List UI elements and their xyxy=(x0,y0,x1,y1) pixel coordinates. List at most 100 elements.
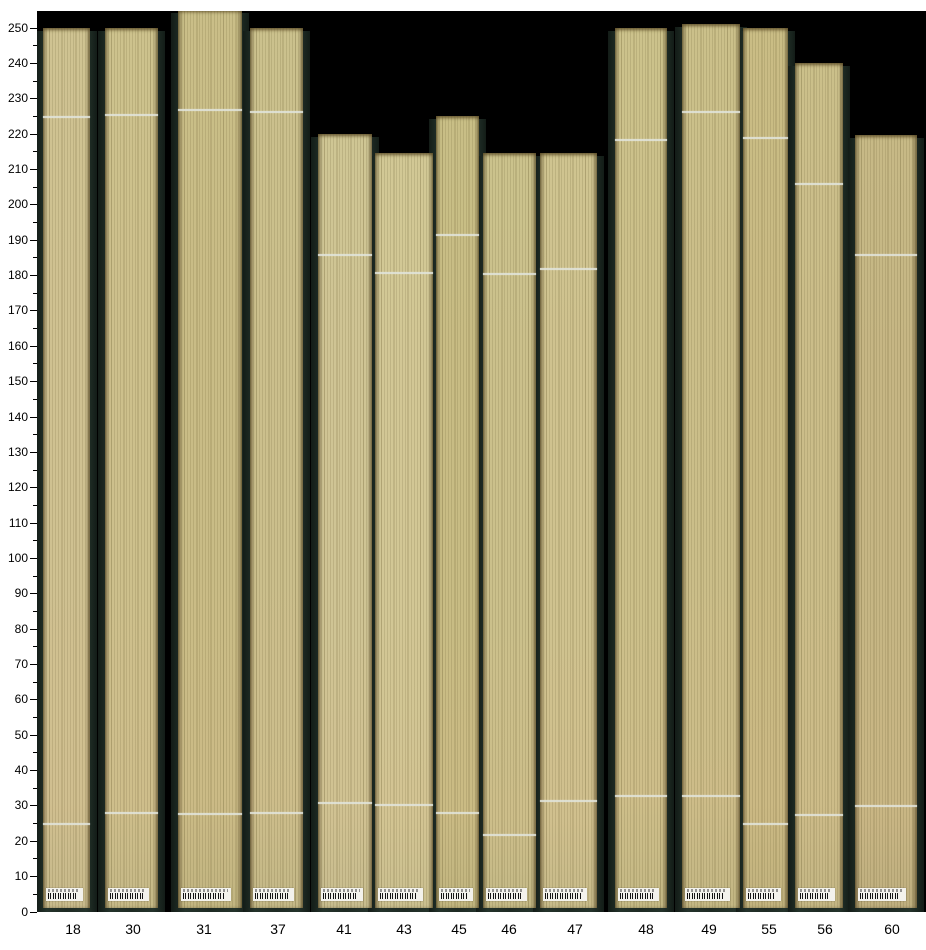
y-axis-major-tick xyxy=(30,911,37,913)
y-axis-major-tick xyxy=(30,204,37,206)
x-axis-label-60: 60 xyxy=(884,921,900,937)
y-axis-minor-tick xyxy=(33,45,37,47)
y-axis-minor-tick xyxy=(33,752,37,754)
chalk-line xyxy=(105,812,158,815)
plank-30 xyxy=(105,27,158,908)
plank-47 xyxy=(540,153,597,908)
y-axis-minor-tick xyxy=(33,186,37,188)
y-axis-minor-tick xyxy=(33,151,37,153)
y-axis-major-tick xyxy=(30,345,37,347)
y-axis-tick-label: 60 xyxy=(14,692,28,707)
y-axis-major-tick xyxy=(30,416,37,418)
y-axis-minor-tick xyxy=(33,610,37,612)
y-axis-minor-tick xyxy=(33,398,37,400)
y-axis-tick-label: 210 xyxy=(7,162,28,177)
x-axis-label-46: 46 xyxy=(501,921,517,937)
chalk-line xyxy=(615,794,667,797)
barcode-label xyxy=(798,887,835,901)
chalk-line xyxy=(743,823,788,826)
barcode-label xyxy=(746,887,781,901)
x-axis-label-55: 55 xyxy=(761,921,777,937)
y-axis-minor-tick xyxy=(33,434,37,436)
y-axis-minor-tick xyxy=(33,575,37,577)
y-axis-major-tick xyxy=(30,62,37,64)
y-axis-minor-tick xyxy=(33,115,37,117)
x-axis-label-30: 30 xyxy=(125,921,141,937)
plank-56 xyxy=(795,62,843,908)
chalk-line xyxy=(43,823,90,826)
wood-grain-texture xyxy=(43,27,90,908)
plank-45 xyxy=(436,115,479,908)
chalk-line xyxy=(375,803,433,806)
chalk-line xyxy=(250,110,303,113)
barcode-label xyxy=(486,887,527,901)
chalk-line xyxy=(436,234,479,237)
chalk-line xyxy=(250,812,303,815)
barcode-label xyxy=(439,887,473,901)
wood-grain-texture xyxy=(436,115,479,908)
y-axis-minor-tick xyxy=(33,717,37,719)
barcode-label xyxy=(253,887,294,901)
chalk-line xyxy=(483,833,536,836)
chalk-line xyxy=(855,805,917,808)
y-axis-minor-tick xyxy=(33,787,37,789)
y-axis-major-tick xyxy=(30,734,37,736)
y-axis-tick-label: 230 xyxy=(7,91,28,106)
barcode-label xyxy=(378,887,423,901)
x-axis-label-31: 31 xyxy=(196,921,212,937)
y-axis-major-tick xyxy=(30,593,37,595)
y-axis-minor-tick xyxy=(33,504,37,506)
chalk-line xyxy=(178,108,242,111)
wood-grain-texture xyxy=(250,27,303,908)
y-axis-tick-label: 100 xyxy=(7,550,28,565)
y-axis-major-tick xyxy=(30,133,37,135)
y-axis-major-tick xyxy=(30,169,37,171)
y-axis-tick-label: 170 xyxy=(7,303,28,318)
wood-grain-texture xyxy=(483,153,536,908)
y-axis-minor-tick xyxy=(33,292,37,294)
y-axis-tick-label: 160 xyxy=(7,338,28,353)
wood-grain-texture xyxy=(855,135,917,908)
y-axis-major-tick xyxy=(30,805,37,807)
y-axis-minor-tick xyxy=(33,540,37,542)
y-axis-major-tick xyxy=(30,310,37,312)
barcode-label xyxy=(46,887,83,901)
y-axis-major-tick xyxy=(30,628,37,630)
chalk-line xyxy=(540,800,597,803)
y-axis-tick-label: 180 xyxy=(7,268,28,283)
plank-60 xyxy=(855,135,917,908)
y-axis-tick-label: 90 xyxy=(14,586,28,601)
chalk-line xyxy=(436,812,479,815)
plank-31 xyxy=(178,11,242,908)
barcode-label xyxy=(543,887,587,901)
y-axis-major-tick xyxy=(30,275,37,277)
y-axis-minor-tick xyxy=(33,893,37,895)
chalk-line xyxy=(105,114,158,117)
chalk-line xyxy=(483,273,536,276)
y-axis-tick-label: 240 xyxy=(7,55,28,70)
barcode-label xyxy=(685,887,730,901)
y-axis-minor-tick xyxy=(33,646,37,648)
y-axis-major-tick xyxy=(30,381,37,383)
y-axis-tick-label: 80 xyxy=(14,621,28,636)
y-axis-tick-label: 130 xyxy=(7,444,28,459)
y-axis-tick-label: 30 xyxy=(14,798,28,813)
chalk-line xyxy=(178,812,242,815)
x-axis-label-45: 45 xyxy=(451,921,467,937)
wood-grain-texture xyxy=(178,11,242,908)
y-axis-major-tick xyxy=(30,840,37,842)
x-axis-label-18: 18 xyxy=(65,921,81,937)
y-axis-major-tick xyxy=(30,664,37,665)
barcode-label xyxy=(618,887,659,901)
wood-grain-texture xyxy=(615,27,667,908)
plank-49 xyxy=(682,24,740,908)
y-axis-tick-label: 20 xyxy=(14,833,28,848)
wood-grain-texture xyxy=(105,27,158,908)
wood-grain-texture xyxy=(318,133,372,908)
plank-48 xyxy=(615,27,667,908)
y-axis-tick-label: 120 xyxy=(7,480,28,495)
chalk-line xyxy=(795,183,843,186)
x-axis-label-37: 37 xyxy=(270,921,286,937)
chalk-line xyxy=(743,137,788,140)
